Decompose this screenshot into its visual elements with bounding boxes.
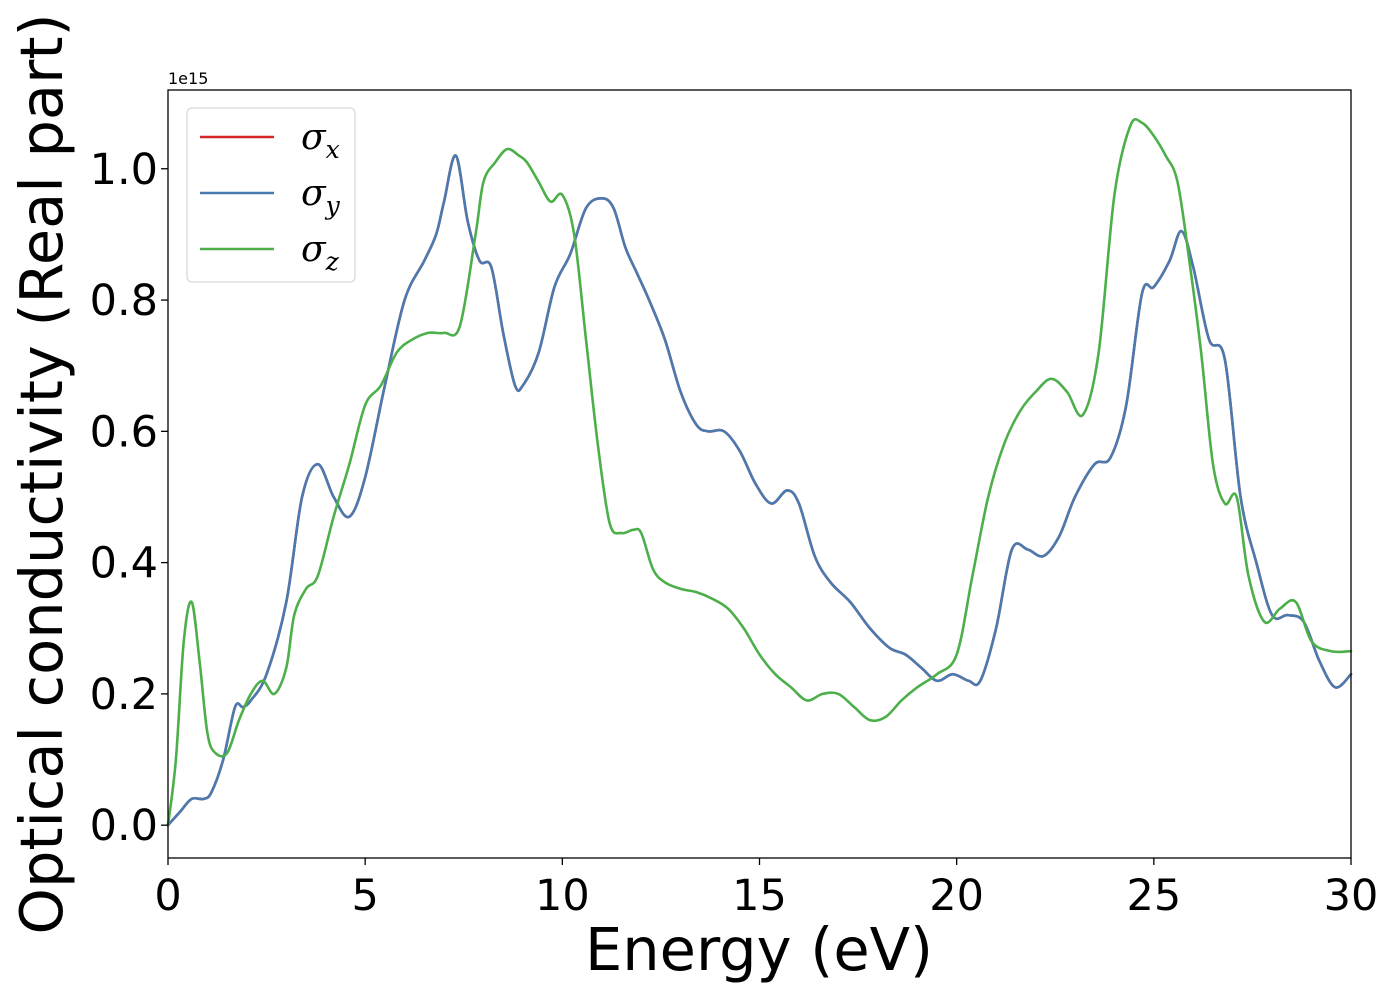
legend-symbol: σ bbox=[301, 117, 327, 158]
x-tick-label: 30 bbox=[1324, 871, 1379, 921]
x-tick-label: 25 bbox=[1126, 871, 1181, 921]
legend-label-sigma-z: σz bbox=[301, 229, 340, 276]
legend-frame bbox=[186, 107, 356, 283]
x-tick-label: 0 bbox=[154, 871, 181, 921]
legend-label-sigma-x: σx bbox=[301, 117, 340, 164]
x-tick-label: 15 bbox=[732, 871, 787, 921]
legend-subscript: x bbox=[326, 135, 340, 164]
legend-label-sigma-y: σy bbox=[301, 173, 341, 220]
x-tick-label: 20 bbox=[929, 871, 984, 921]
series-layer bbox=[166, 118, 1353, 827]
y-axis-label: Optical conductivity (Real part) bbox=[7, 14, 76, 935]
legend-subscript: y bbox=[325, 191, 341, 220]
x-tick-label: 5 bbox=[351, 871, 378, 921]
series-line-sigma-z bbox=[166, 118, 1353, 827]
legend-symbol: σ bbox=[301, 173, 327, 214]
x-axis: 0 5 10 15 20 25 30 bbox=[154, 858, 1378, 921]
y-tick-label: 0.8 bbox=[90, 276, 158, 326]
y-axis: 0.0 0.2 0.4 0.6 0.8 1.0 bbox=[90, 145, 168, 851]
y-tick-label: 0.2 bbox=[90, 670, 158, 720]
series-line-sigma-y bbox=[166, 154, 1353, 827]
y-tick-label: 0.0 bbox=[90, 801, 158, 851]
y-offset-label: 1e15 bbox=[168, 69, 208, 88]
y-tick-label: 0.6 bbox=[90, 407, 158, 457]
y-tick-label: 1.0 bbox=[90, 145, 158, 195]
x-axis-label: Energy (eV) bbox=[585, 915, 933, 984]
y-tick-label: 0.4 bbox=[90, 539, 158, 589]
x-tick-label: 10 bbox=[535, 871, 590, 921]
legend-symbol: σ bbox=[301, 229, 327, 270]
legend-subscript: z bbox=[325, 247, 340, 276]
